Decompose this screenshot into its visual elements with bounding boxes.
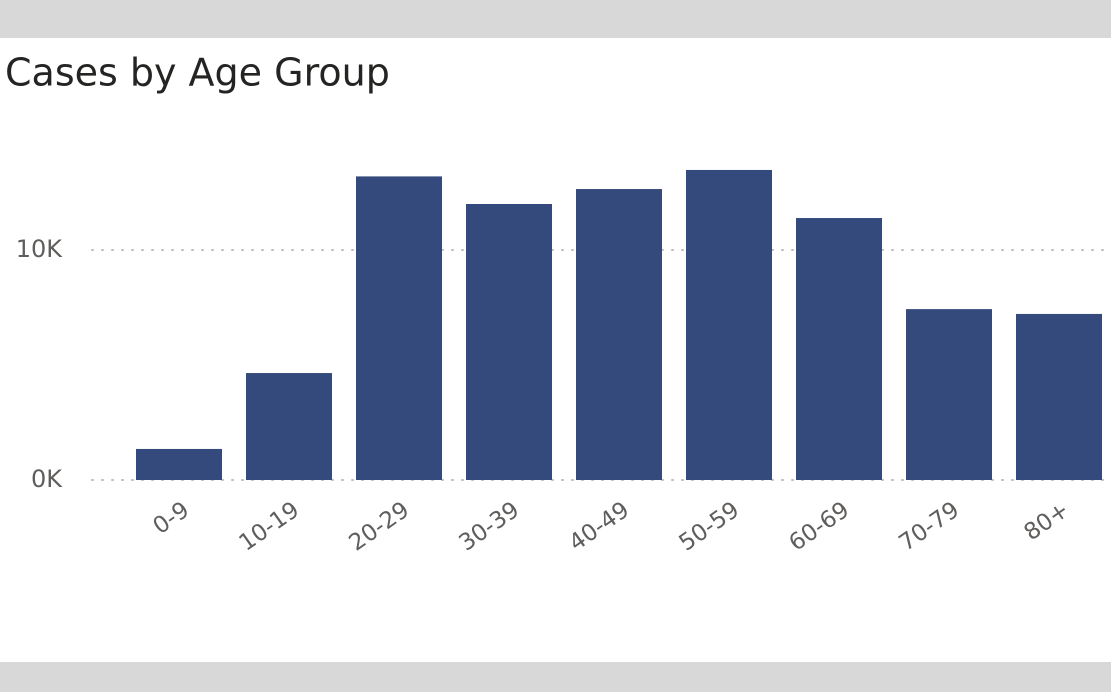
bar	[246, 373, 332, 480]
x-tick-label: 0-9	[148, 497, 194, 540]
bar	[356, 176, 442, 480]
x-tick-label: 70-79	[895, 497, 965, 557]
bar	[686, 169, 772, 480]
bar	[1016, 313, 1102, 480]
x-tick-label: 30-39	[455, 497, 525, 557]
x-tick-label: 10-19	[235, 497, 305, 557]
x-tick-label: 60-69	[785, 497, 855, 557]
x-tick-label: 50-59	[675, 497, 745, 557]
bar	[466, 204, 552, 480]
x-tick-label: 40-49	[565, 497, 635, 557]
chart-title: Cases by Age Group	[5, 51, 390, 95]
bar	[906, 309, 992, 480]
bottom-band	[0, 662, 1111, 692]
bar	[796, 218, 882, 480]
bar	[576, 189, 662, 481]
x-tick-label: 80+	[1019, 497, 1074, 546]
y-tick-label: 10K	[16, 235, 64, 263]
bar	[136, 448, 222, 480]
y-tick-label: 0K	[31, 465, 63, 493]
x-tick-label: 20-29	[345, 497, 415, 557]
top-band	[0, 0, 1111, 38]
